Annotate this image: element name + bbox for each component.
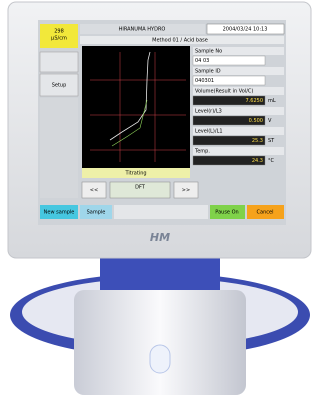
field-unit: °C [268, 158, 275, 164]
footer-label[interactable]: Sample [87, 210, 106, 216]
field-unit: mL [268, 98, 276, 104]
field-value: 7.6250 [246, 98, 264, 104]
field-label: Temp. [194, 149, 210, 155]
field-label: Level(L)/L1 [195, 129, 223, 135]
next-label[interactable]: >> [182, 188, 190, 194]
field-value: 0.500 [249, 118, 263, 124]
graph [82, 46, 190, 168]
side-button-label[interactable]: Setup [52, 83, 67, 89]
side-panel [40, 98, 78, 198]
prev-label[interactable]: << [90, 188, 98, 194]
field-value: 24.3 [252, 158, 263, 164]
mode-label: DFT [135, 185, 146, 191]
field-label: Volume(Result in Vol/C) [195, 89, 253, 95]
state: Titrating [124, 171, 146, 177]
footer-label[interactable]: New sample [44, 210, 75, 216]
power-button[interactable] [150, 345, 170, 373]
datetime: 2004/03/24 10:13 [223, 27, 268, 33]
side-button[interactable] [40, 52, 78, 72]
device-photo: HM 298 µS/cm HIRANUMA HYDRO 2004/03/24 1… [0, 0, 317, 399]
field-label: Level(r)/L3 [195, 109, 222, 115]
footer-blank [114, 205, 208, 219]
field-label: Sample No [195, 49, 222, 55]
status-unit: µS/cm [51, 36, 67, 42]
stand-body [74, 290, 246, 395]
logo: HM [150, 231, 170, 244]
method: Method 01 / Acid base [152, 38, 208, 44]
footer-label[interactable]: Cancel [257, 210, 274, 216]
field-value: 040301 [195, 78, 214, 84]
field-label: Sample ID [195, 69, 221, 75]
field-unit: ST [268, 138, 275, 144]
field-value: 25.3 [252, 138, 263, 144]
footer-label[interactable]: Pause On [215, 210, 238, 216]
field-unit: V [268, 118, 272, 124]
header-title: HIRANUMA HYDRO [119, 27, 166, 33]
field-value: 04 03 [195, 58, 209, 64]
status-value: 298 [54, 29, 64, 35]
